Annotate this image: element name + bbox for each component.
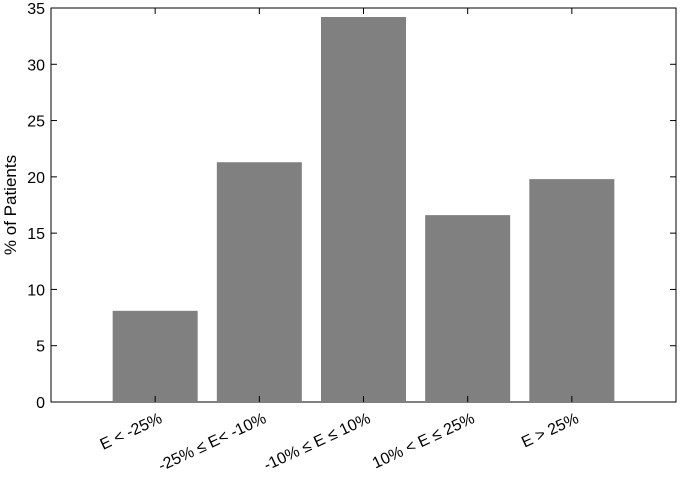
- bar-1: [112, 310, 198, 402]
- y-tick-label: 30: [27, 57, 45, 74]
- bars: [112, 17, 615, 403]
- y-tick-label: 0: [36, 395, 45, 412]
- y-tick-label: 20: [27, 170, 45, 187]
- x-tick-label-5: E > 25%: [519, 410, 581, 451]
- bar-3: [321, 17, 406, 403]
- bar-2: [216, 162, 302, 402]
- x-tick-label-2: -25% ≤ E< -10%: [156, 410, 269, 475]
- y-tick-label: 10: [27, 282, 45, 299]
- x-tick-label-3: -10% ≤ E ≤ 10%: [261, 410, 373, 474]
- bar-4: [425, 215, 511, 402]
- bar-5: [529, 179, 615, 402]
- y-tick-label: 15: [27, 226, 45, 243]
- y-tick-label: 5: [36, 339, 45, 356]
- y-tick-label: 35: [27, 1, 45, 18]
- y-tick-label: 25: [27, 114, 45, 131]
- y-axis-ticks: 0 5 10 15 20 25 30 35: [27, 1, 676, 412]
- x-tick-label-4: 10% < E ≤ 25%: [370, 410, 477, 472]
- x-tick-label-1: E < -25%: [98, 410, 165, 453]
- y-axis-label: % of Patients: [1, 155, 20, 255]
